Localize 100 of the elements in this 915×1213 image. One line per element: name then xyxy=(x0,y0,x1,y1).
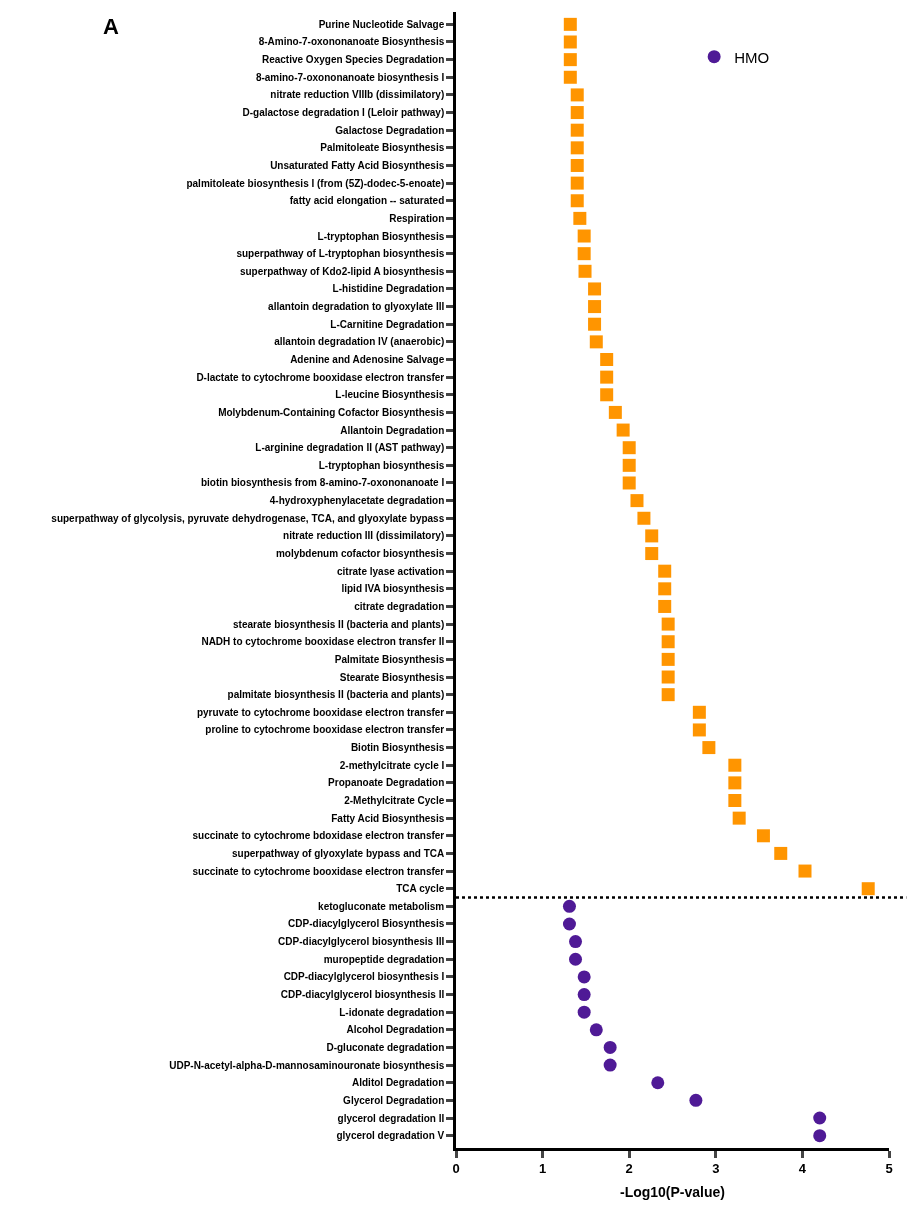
y-tick-label: 8-Amino-7-oxononanoate Biosynthesis xyxy=(258,36,445,48)
y-tick-label: palmitate biosynthesis II (bacteria and plants) xyxy=(227,689,445,701)
text: A xyxy=(103,14,119,39)
y-tick-label: Alditol Degradation xyxy=(352,1077,445,1089)
point xyxy=(570,106,584,120)
y-tick-label: Biotin Biosynthesis xyxy=(350,742,445,754)
point xyxy=(798,864,812,878)
point xyxy=(563,70,577,84)
point xyxy=(622,476,636,490)
y-tick-label: allantoin degradation to glyoxylate III xyxy=(268,301,445,313)
y-tick-label: NADH to cytochrome booxidase electron transfer II xyxy=(201,636,445,648)
point xyxy=(588,300,602,314)
y-tick-label: D-galactose degradation I (Leloir pathway) xyxy=(242,107,445,119)
y-tick-label: Alcohol Degradation xyxy=(346,1024,445,1036)
point xyxy=(608,405,622,419)
y-tick-label: Palmitoleate Biosynthesis xyxy=(320,142,445,154)
point xyxy=(813,1111,827,1125)
point xyxy=(661,670,675,684)
point xyxy=(645,547,659,561)
point xyxy=(616,423,630,437)
y-tick-label: ketogluconate metabolism xyxy=(318,900,445,912)
y-tick-label: CDP-diacylglycerol biosynthesis I xyxy=(283,971,445,983)
point xyxy=(728,794,742,807)
y-tick-label: 8-amino-7-oxononanoate biosynthesis I xyxy=(255,71,445,83)
y-tick-label: Allantoin Degradation xyxy=(340,424,445,436)
x-axis-title: -Log10(P-value) xyxy=(619,1183,726,1200)
point xyxy=(661,635,675,649)
y-tick-label: Respiration xyxy=(389,212,445,224)
point xyxy=(861,882,875,896)
y-tick-label: palmitoleate biosynthesis I (from (5Z)-dodec-5-enoate) xyxy=(186,177,445,189)
y-tick-label: molybdenum cofactor biosynthesis xyxy=(275,548,445,560)
x-tick-label: 5 xyxy=(885,1161,893,1177)
point xyxy=(600,353,614,366)
point xyxy=(658,599,672,613)
x-tick-label: 4 xyxy=(798,1161,807,1177)
y-tick-label: L-tryptophan Biosynthesis xyxy=(317,230,445,242)
point xyxy=(577,229,591,243)
point xyxy=(562,899,576,913)
point xyxy=(689,1093,703,1107)
y-tick-label: nitrate reduction III (dissimilatory) xyxy=(283,530,445,542)
x-tick-label: 1 xyxy=(538,1161,547,1177)
y-tick-label: superpathway of Kdo2-lipid A biosynthesis xyxy=(239,265,445,277)
y-tick-label: lipid IVA biosynthesis xyxy=(341,583,445,595)
y-tick-label: D-gluconate degradation xyxy=(326,1041,445,1053)
y-tick-label: Adenine and Adenosine Salvage xyxy=(290,354,445,365)
point xyxy=(756,829,770,843)
y-tick-label: proline to cytochrome booxidase electron transfer xyxy=(205,724,445,736)
point xyxy=(658,582,672,596)
point xyxy=(570,141,584,155)
point xyxy=(774,846,788,860)
y-tick-label: glycerol degradation II xyxy=(337,1112,445,1124)
point xyxy=(562,917,576,931)
y-tick-label: Glycerol Degradation xyxy=(343,1094,445,1106)
point xyxy=(645,529,659,543)
point xyxy=(577,988,591,1002)
y-tick-label: CDP-diacylglycerol Biosynthesis xyxy=(288,918,445,930)
y-tick-label: UDP-N-acetyl-alpha-D-mannosaminouronate biosynthesis xyxy=(169,1059,445,1071)
point xyxy=(702,741,716,755)
y-tick-label: L-tryptophan biosynthesis xyxy=(318,459,445,471)
point xyxy=(588,317,602,331)
point xyxy=(692,723,706,737)
y-tick-label: Galactose Degradation xyxy=(335,124,445,136)
y-tick-label: citrate lyase activation xyxy=(336,565,445,577)
point xyxy=(588,282,602,296)
point xyxy=(578,264,592,278)
point xyxy=(622,441,636,455)
point xyxy=(692,705,706,719)
legend-label: HMO xyxy=(734,48,770,66)
y-tick-label: biotin biosynthesis from 8-amino-7-oxononanoate I xyxy=(200,477,445,489)
y-tick-label: L-Carnitine Degradation xyxy=(330,318,445,330)
point xyxy=(732,811,746,825)
point xyxy=(651,1076,665,1090)
y-tick-label: L-idonate degradation xyxy=(339,1006,445,1018)
point xyxy=(589,1023,603,1037)
y-tick-label: Reactive Oxygen Species Degradation xyxy=(261,54,445,66)
y-tick-label: citrate degradation xyxy=(354,600,445,612)
y-tick-label: L-histidine Degradation xyxy=(332,283,445,295)
point xyxy=(570,88,584,102)
point xyxy=(573,211,587,225)
point xyxy=(637,511,651,525)
y-tick-label: Purine Nucleotide Salvage xyxy=(318,18,445,30)
y-tick-label: stearate biosynthesis II (bacteria and plants) xyxy=(233,618,445,630)
y-tick-label: pyruvate to cytochrome booxidase electron transfer xyxy=(196,706,445,718)
point xyxy=(622,458,636,472)
y-tick-label: allantoin degradation IV (anaerobic) xyxy=(274,336,445,348)
point xyxy=(728,758,742,772)
y-tick-label: nitrate reduction VIIIb (dissimilatory) xyxy=(270,89,445,101)
y-tick-label: 2-methylcitrate cycle I xyxy=(339,759,445,771)
point xyxy=(630,494,644,508)
y-tick-label: Molybdenum-Containing Cofactor Biosynthesis xyxy=(218,406,445,418)
y-tick-label: L-arginine degradation II (AST pathway) xyxy=(255,442,445,454)
y-tick-label: Unsaturated Fatty Acid Biosynthesis xyxy=(270,159,445,171)
y-tick-label: CDP-diacylglycerol biosynthesis II xyxy=(280,989,445,1001)
point xyxy=(589,335,603,349)
point xyxy=(570,194,584,208)
point xyxy=(603,1040,617,1054)
point xyxy=(563,17,577,31)
x-tick-label: 2 xyxy=(625,1161,633,1177)
y-tick-label: succinate to cytochrome bdoxidase electron transfer xyxy=(192,830,445,842)
y-tick-label: Fatty Acid Biosynthesis xyxy=(331,812,445,824)
